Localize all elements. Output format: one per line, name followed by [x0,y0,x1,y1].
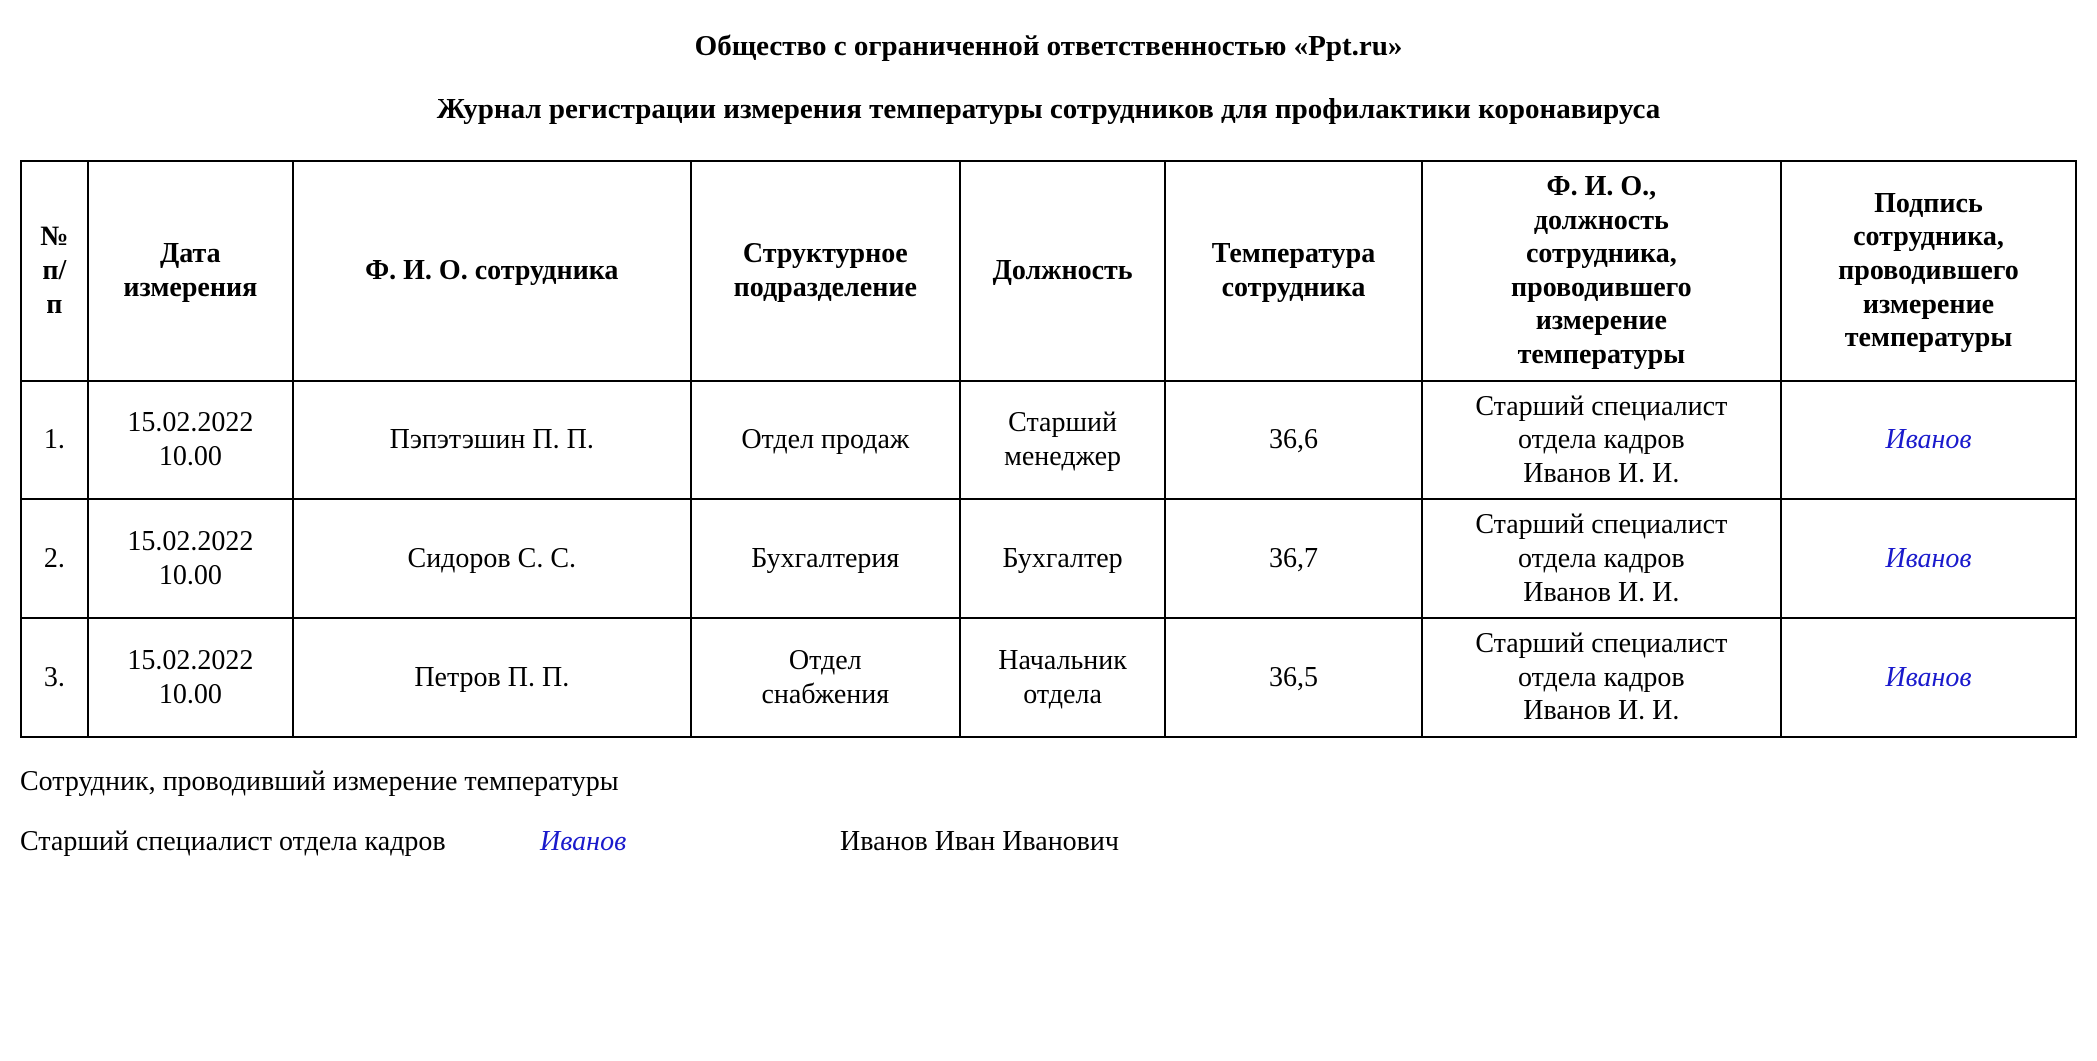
footer-role: Старший специалист отдела кадров [20,826,540,858]
cell-dept: Бухгалтерия [691,499,960,618]
cell-sign: Иванов [1781,381,2076,500]
signature: Иванов [1885,662,1971,693]
cell-measurer: Старший специалистотдела кадровИванов И.… [1422,381,1781,500]
col-header-name: Ф. И. О. сотрудника [293,161,691,381]
cell-date: 15.02.202210.00 [88,381,293,500]
cell-num: 1. [21,381,88,500]
col-header-dept: Структурноеподразделение [691,161,960,381]
cell-temp: 36,6 [1165,381,1422,500]
cell-dept: Отделснабжения [691,618,960,737]
cell-measurer: Старший специалистотдела кадровИванов И.… [1422,499,1781,618]
cell-name: Петров П. П. [293,618,691,737]
temperature-log-table: №п/п Датаизмерения Ф. И. О. сотрудника С… [20,160,2077,738]
cell-position: Старшийменеджер [960,381,1165,500]
col-header-sign: Подписьсотрудника,проводившегоизмерениет… [1781,161,2076,381]
cell-temp: 36,5 [1165,618,1422,737]
table-header-row: №п/п Датаизмерения Ф. И. О. сотрудника С… [21,161,2076,381]
journal-title: Журнал регистрации измерения температуры… [20,93,2077,126]
cell-temp: 36,7 [1165,499,1422,618]
footer-signature-line: Старший специалист отдела кадров Иванов … [20,826,2077,858]
table-body: 1. 15.02.202210.00 Пэпэтэшин П. П. Отдел… [21,381,2076,737]
cell-name: Пэпэтэшин П. П. [293,381,691,500]
col-header-date: Датаизмерения [88,161,293,381]
signature: Иванов [1885,424,1971,455]
table-row: 1. 15.02.202210.00 Пэпэтэшин П. П. Отдел… [21,381,2076,500]
cell-measurer: Старший специалистотдела кадровИванов И.… [1422,618,1781,737]
cell-dept: Отдел продаж [691,381,960,500]
col-header-position: Должность [960,161,1165,381]
table-row: 3. 15.02.202210.00 Петров П. П. Отделсна… [21,618,2076,737]
cell-position: Начальникотдела [960,618,1165,737]
table-row: 2. 15.02.202210.00 Сидоров С. С. Бухгалт… [21,499,2076,618]
cell-position: Бухгалтер [960,499,1165,618]
cell-num: 2. [21,499,88,618]
footer-block: Сотрудник, проводивший измерение темпера… [20,766,2077,858]
col-header-num: №п/п [21,161,88,381]
cell-sign: Иванов [1781,499,2076,618]
col-header-temp: Температурасотрудника [1165,161,1422,381]
cell-name: Сидоров С. С. [293,499,691,618]
col-header-measurer: Ф. И. О.,должностьсотрудника,проводившег… [1422,161,1781,381]
footer-caption: Сотрудник, проводивший измерение темпера… [20,766,2077,798]
cell-num: 3. [21,618,88,737]
cell-date: 15.02.202210.00 [88,499,293,618]
footer-signature: Иванов [540,826,840,858]
cell-sign: Иванов [1781,618,2076,737]
footer-full-name: Иванов Иван Иванович [840,826,1119,858]
cell-date: 15.02.202210.00 [88,618,293,737]
signature: Иванов [1885,543,1971,574]
organization-title: Общество с ограниченной ответственностью… [20,30,2077,63]
